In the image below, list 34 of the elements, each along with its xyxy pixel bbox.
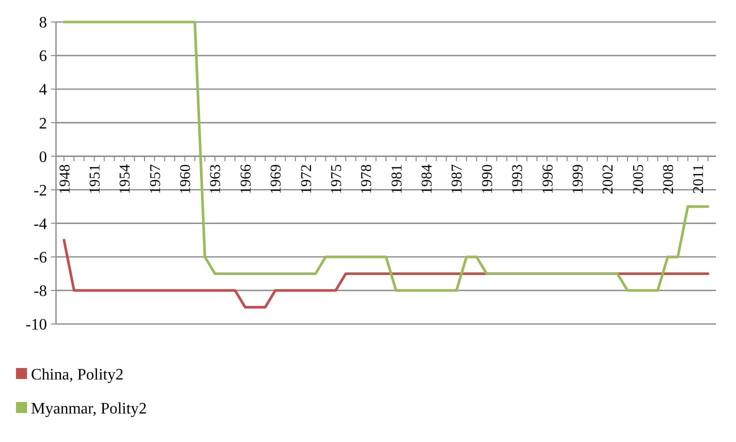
- x-tick-label: 2008: [661, 164, 677, 194]
- y-tick-label: -4: [34, 216, 47, 233]
- x-tick-label: 1969: [268, 164, 285, 194]
- y-tick-label: 6: [39, 48, 47, 66]
- x-tick-label: 1987: [450, 164, 466, 194]
- y-tick-label: -2: [34, 182, 47, 200]
- x-tick-label: 2005: [630, 164, 647, 194]
- x-tick-label: 1984: [420, 164, 436, 194]
- y-tick-label: -6: [34, 249, 47, 266]
- y-tick-label: -8: [34, 283, 47, 300]
- y-tick-label: 4: [39, 82, 47, 99]
- x-tick-label: 1975: [328, 164, 345, 194]
- x-tick-label: 1954: [118, 164, 134, 194]
- y-tick-label: 0: [39, 148, 47, 166]
- x-tick-label: 1996: [540, 164, 556, 194]
- x-tick-label: 1966: [238, 164, 254, 194]
- x-tick-label: 1981: [389, 164, 406, 194]
- x-tick-label: 1972: [298, 164, 315, 194]
- x-tick-label: 1990: [480, 164, 496, 194]
- x-tick-label: 1951: [87, 164, 104, 194]
- legend-label: Myanmar, Polity2: [31, 400, 147, 418]
- y-tick-label: 8: [39, 14, 47, 32]
- legend-label: China, Polity2: [31, 366, 124, 384]
- x-tick-label: 1948: [57, 164, 74, 194]
- y-tick-label: -10: [26, 316, 47, 334]
- x-tick-label: 1999: [570, 164, 586, 194]
- x-tick-label: 1960: [178, 164, 194, 194]
- y-tick-label: 2: [39, 115, 47, 132]
- x-tick-label: 2011: [691, 164, 708, 194]
- x-tick-label: 1978: [359, 164, 376, 194]
- x-tick-label: 2002: [600, 164, 617, 194]
- x-tick-label: 1957: [148, 164, 164, 194]
- x-tick-label: 1963: [208, 164, 224, 194]
- x-tick-label: 1993: [510, 164, 526, 194]
